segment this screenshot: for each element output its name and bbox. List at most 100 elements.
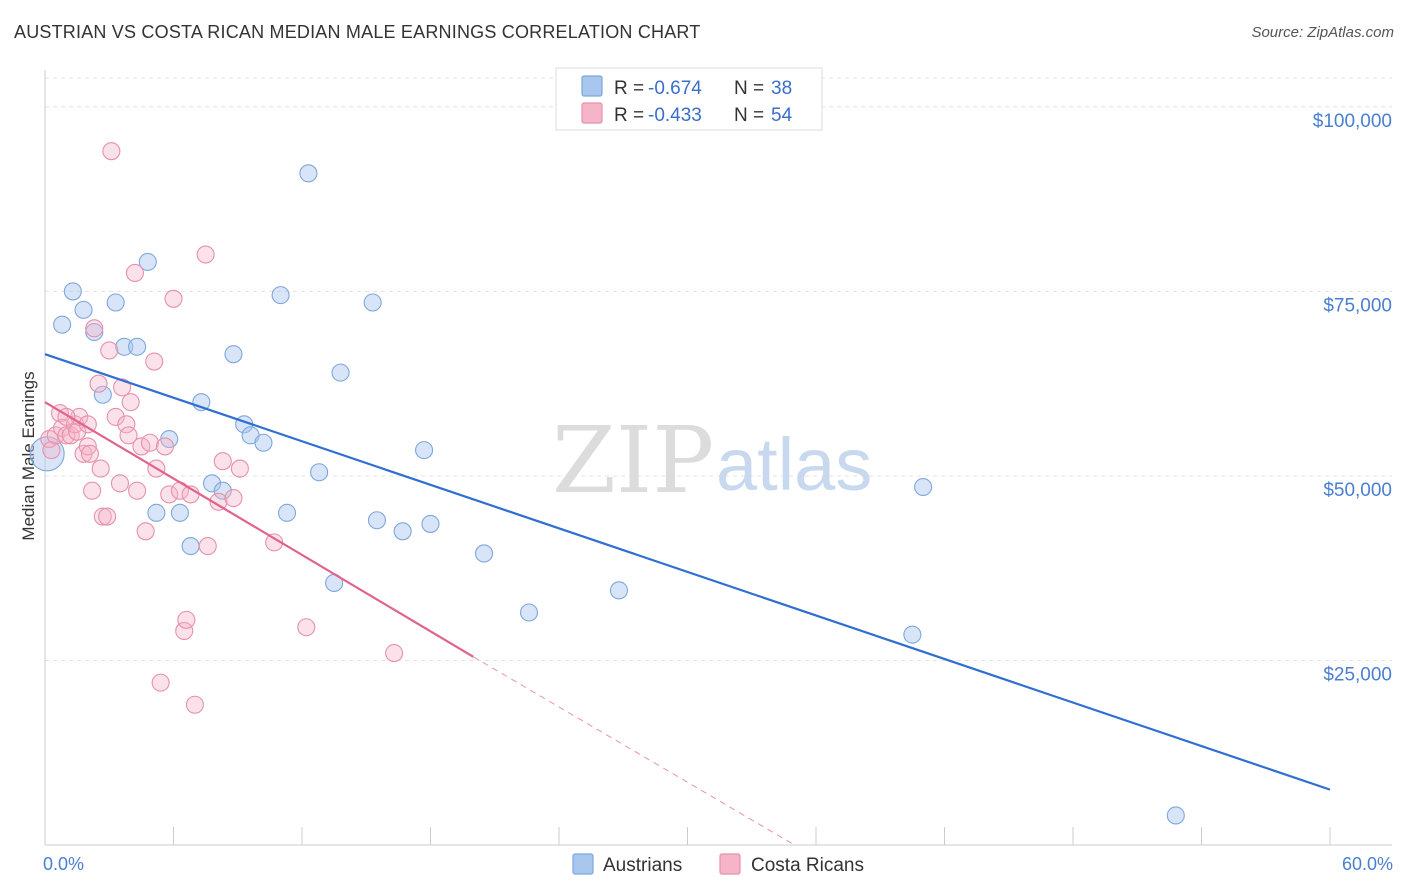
point-austrians <box>421 514 440 533</box>
legend-n-value-austrians: 38 <box>771 78 792 99</box>
point-austrians <box>903 625 922 644</box>
point-costa-ricans <box>125 263 144 283</box>
point-costa-ricans <box>160 485 179 504</box>
point-austrians <box>128 337 147 356</box>
y-tick-label: $100,000 <box>1313 111 1392 132</box>
point-costa-ricans <box>128 481 147 500</box>
point-austrians <box>213 481 232 500</box>
point-austrians <box>271 286 290 305</box>
point-austrians <box>53 315 72 334</box>
point-costa-ricans <box>196 245 215 264</box>
point-austrians <box>224 345 243 364</box>
legend-bottom-swatch-costa-ricans <box>719 853 741 875</box>
point-costa-ricans <box>78 437 97 456</box>
point-costa-ricans <box>110 474 130 493</box>
trend-extension-costa-ricans <box>473 656 795 846</box>
point-costa-ricans <box>164 289 183 308</box>
point-austrians <box>299 164 318 183</box>
point-costa-ricans <box>385 644 404 663</box>
point-costa-ricans <box>224 489 243 508</box>
point-austrians <box>170 503 189 522</box>
x-tick-label: 60.0% <box>1342 854 1393 874</box>
point-costa-ricans <box>155 437 174 456</box>
point-austrians <box>363 293 382 312</box>
point-austrians <box>203 474 222 493</box>
point-austrians <box>277 503 297 522</box>
point-costa-ricans <box>121 393 140 412</box>
point-austrians <box>367 511 387 530</box>
point-austrians <box>147 503 166 522</box>
legend-swatch-austrians <box>581 75 603 97</box>
point-austrians <box>519 603 539 622</box>
point-austrians <box>914 477 933 497</box>
trend-layer <box>44 353 1331 846</box>
point-costa-ricans <box>100 341 119 360</box>
legend-n-value-costa-ricans: 54 <box>771 105 793 126</box>
point-costa-ricans <box>136 522 155 541</box>
point-costa-ricans <box>198 537 217 556</box>
legend-r-label-austrians: R = <box>614 78 644 99</box>
point-costa-ricans <box>93 507 112 526</box>
point-costa-ricans <box>102 142 121 161</box>
point-costa-ricans <box>42 441 61 460</box>
point-austrians <box>181 537 200 556</box>
legend-swatch-costa-ricans <box>581 102 603 124</box>
point-austrians <box>415 441 434 460</box>
point-costa-ricans <box>213 452 232 471</box>
y-tick-label: $25,000 <box>1323 664 1392 685</box>
legend-r-label-costa-ricans: R = <box>614 105 644 126</box>
point-costa-ricans <box>175 621 194 641</box>
legend-r-value-austrians: -0.674 <box>648 78 702 99</box>
point-costa-ricans <box>151 673 170 692</box>
point-austrians <box>74 300 93 319</box>
point-costa-ricans <box>230 459 249 478</box>
point-costa-ricans <box>78 415 97 434</box>
y-axis-title: Median Male Earnings <box>19 371 38 540</box>
point-costa-ricans <box>119 426 138 445</box>
legend-bottom-swatch-austrians <box>572 853 594 875</box>
point-austrians <box>93 385 112 404</box>
legend-top: R = -0.674 N = 38 R = -0.433 N = 54 <box>555 67 823 131</box>
legend-r-value-costa-ricans: -0.433 <box>648 105 702 126</box>
x-tick-label: 0.0% <box>43 854 84 874</box>
point-costa-ricans <box>117 415 136 434</box>
trend-line-costa-ricans <box>44 401 474 658</box>
trend-line-austrians <box>44 353 1331 791</box>
chart-source: Source: ZipAtlas.com <box>1251 24 1394 41</box>
point-austrians <box>474 544 494 563</box>
legend-bottom-label-austrians: Austrians <box>603 855 682 876</box>
legend-n-label-costa-ricans: N = <box>734 105 764 126</box>
point-austrians <box>393 522 412 541</box>
point-costa-ricans <box>80 444 100 463</box>
point-austrians <box>310 463 329 482</box>
watermark: ZIP atlas <box>552 407 872 514</box>
point-costa-ricans <box>85 319 104 338</box>
point-costa-ricans <box>89 374 108 393</box>
point-costa-ricans <box>83 481 102 500</box>
point-costa-ricans <box>91 459 110 478</box>
legend-n-label-austrians: N = <box>734 78 764 99</box>
watermark-zip: ZIP <box>552 407 714 514</box>
point-costa-ricans <box>177 610 196 629</box>
axis-layer: $25,000 $50,000 $75,000 $100,000 0.0% 60.0% Me… <box>19 70 1393 874</box>
point-costa-ricans <box>209 492 228 511</box>
legend-bottom: Austrians Costa Ricans <box>572 853 864 876</box>
grid-layer <box>45 77 1392 661</box>
point-austrians <box>115 337 134 356</box>
point-costa-ricans <box>46 426 65 445</box>
point-austrians <box>63 282 82 301</box>
point-costa-ricans <box>113 378 132 397</box>
point-costa-ricans <box>68 422 87 441</box>
point-costa-ricans <box>145 352 164 371</box>
point-austrians <box>138 252 157 271</box>
chart-title: AUSTRIAN VS COSTA RICAN MEDIAN MALE EARN… <box>14 22 701 42</box>
legend-bottom-label-costa-ricans: Costa Ricans <box>751 855 864 876</box>
point-austrians <box>1166 806 1185 825</box>
watermark-atlas: atlas <box>716 423 872 506</box>
point-costa-ricans <box>185 695 204 714</box>
point-austrians <box>609 581 629 600</box>
point-costa-ricans <box>106 407 125 426</box>
y-tick-label: $75,000 <box>1323 295 1392 316</box>
